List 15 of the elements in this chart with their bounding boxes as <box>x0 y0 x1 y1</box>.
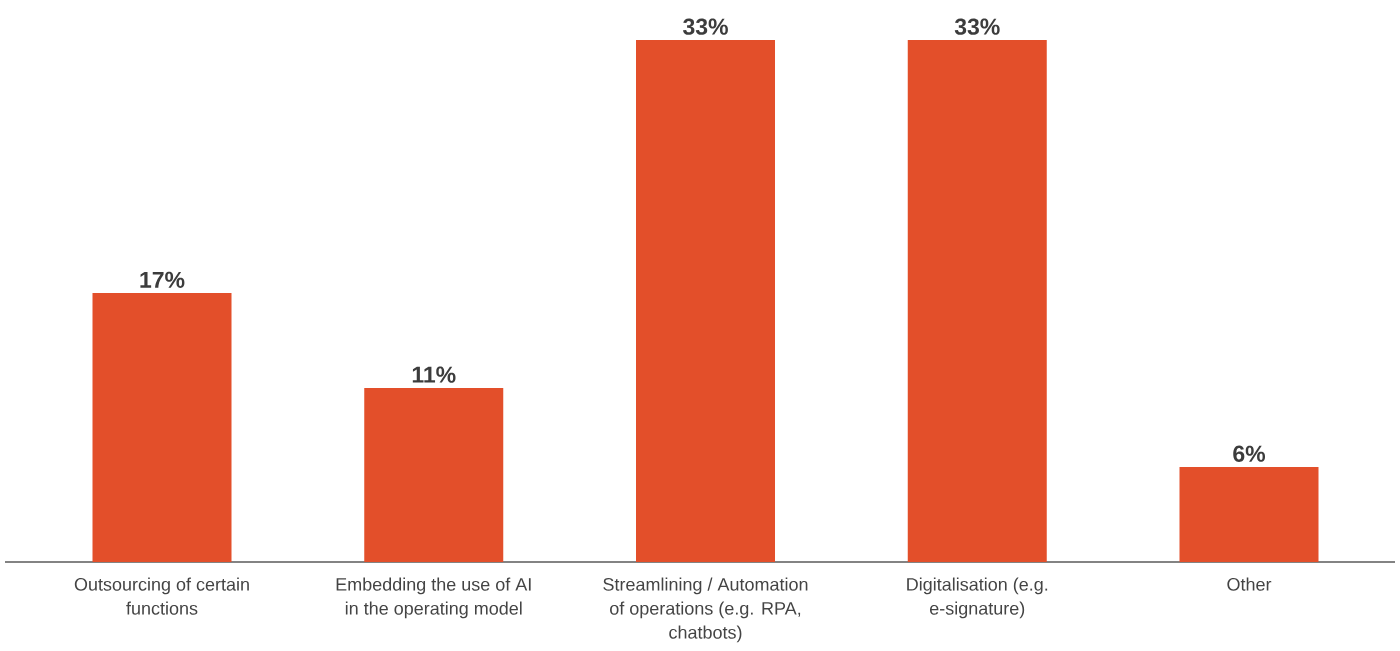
x-tick-label: Digitalisation (e.g. e-signature) <box>907 577 1048 619</box>
bar <box>364 388 504 562</box>
data-label: 33% <box>954 18 1000 35</box>
bar <box>636 40 775 562</box>
data-label: 11% <box>412 366 456 383</box>
data-label: 17% <box>140 271 185 288</box>
x-tick-label: Other <box>1227 577 1272 591</box>
x-tick-label: Outsourcing of certain functions <box>74 577 249 615</box>
bar <box>92 293 232 562</box>
x-tick-label: Streamlining / Automation of operations (e.g. RPA, chatbots) <box>603 577 808 643</box>
x-tick-label: Embedding the use of AI in the operating model <box>336 577 531 619</box>
data-label: 33% <box>683 18 728 35</box>
data-label: 6% <box>1233 445 1266 462</box>
bar <box>907 40 1047 562</box>
bar <box>1179 467 1319 562</box>
